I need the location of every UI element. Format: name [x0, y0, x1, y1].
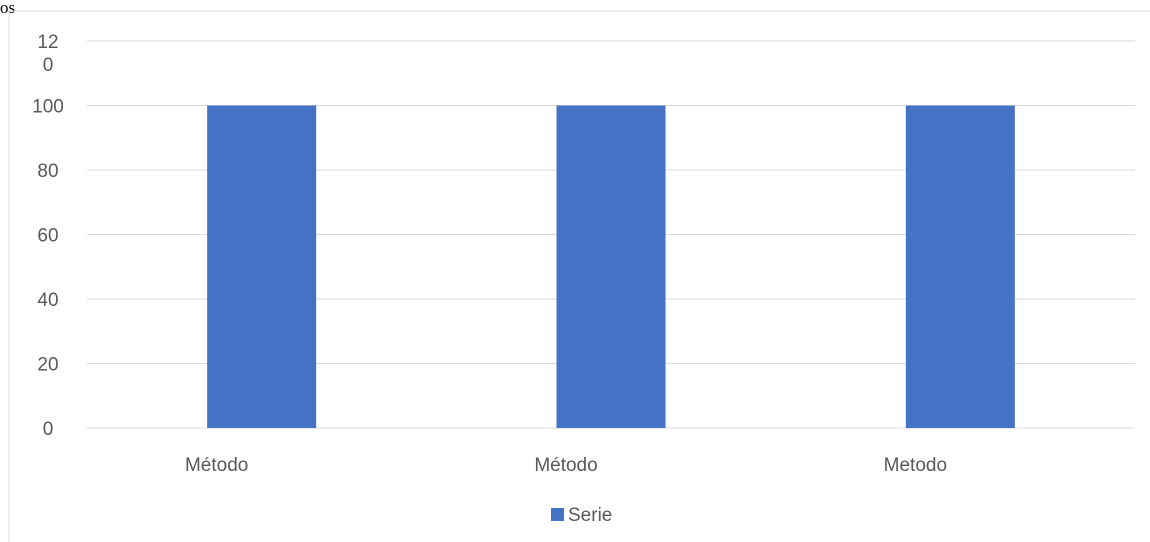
- y-tick-label: 60: [37, 226, 58, 247]
- legend-swatch: [551, 508, 564, 521]
- bar: [207, 105, 317, 428]
- bar: [556, 105, 666, 428]
- y-tick-label: 12 0: [37, 32, 58, 76]
- legend: Serie: [551, 505, 612, 526]
- bars: [207, 105, 1015, 428]
- y-tick-label: 20: [37, 355, 58, 376]
- x-category-label: Método: [185, 455, 248, 476]
- y-tick-label: 80: [37, 161, 58, 182]
- x-category-label: Método: [534, 455, 597, 476]
- legend-label: Serie: [568, 505, 612, 526]
- bar: [905, 105, 1015, 428]
- y-tick-label: 0: [43, 419, 54, 440]
- y-tick-label: 100: [32, 97, 64, 118]
- y-axis-tick-labels: 0 20 40 60 80 100 12 0: [32, 32, 64, 440]
- x-axis-category-labels: Método Método Metodo: [185, 455, 947, 476]
- y-tick-label: 40: [37, 290, 58, 311]
- page-top-text-fragment: os: [0, 0, 15, 17]
- x-category-label: Metodo: [884, 455, 947, 476]
